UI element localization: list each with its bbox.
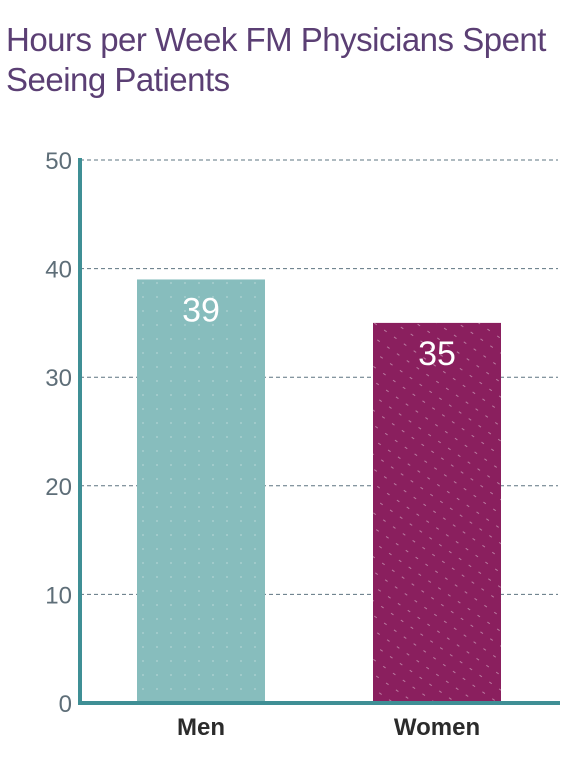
bar-texture-men (137, 279, 265, 703)
y-tick-label-30: 30 (45, 365, 72, 392)
y-tick-label-0: 0 (59, 691, 72, 718)
y-tick-label-10: 10 (45, 582, 72, 609)
data-label-women: 35 (418, 335, 456, 373)
axis-layer (78, 158, 560, 705)
x-tick-label-women: Women (394, 714, 480, 741)
bars-layer (137, 279, 501, 703)
y-tick-label-20: 20 (45, 474, 72, 501)
chart-title: Hours per Week FM Physicians Spent Seein… (6, 21, 546, 98)
x-tick-label-men: Men (177, 714, 225, 741)
y-tick-label-50: 50 (45, 148, 72, 175)
bar-texture-women (373, 322, 501, 703)
data-label-men: 39 (182, 291, 220, 329)
y-tick-label-40: 40 (45, 257, 72, 284)
labels-layer: 0 10 20 30 40 50 39 Men 35 Women (45, 148, 480, 741)
